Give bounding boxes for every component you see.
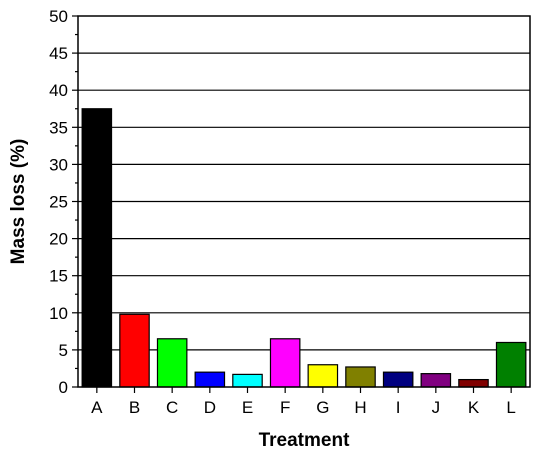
x-axis-title: Treatment: [259, 430, 350, 451]
bar-i: [382, 371, 414, 388]
bar-b: [119, 313, 150, 388]
bar-l: [495, 341, 527, 388]
x-tick-label: C: [166, 398, 178, 417]
y-tick-label: 20: [49, 230, 68, 249]
gridlines: [78, 52, 530, 351]
bar-j: [420, 373, 452, 388]
x-tick-label: H: [354, 398, 366, 417]
bar-g: [307, 364, 339, 388]
y-tick-label: 40: [49, 81, 68, 100]
y-tick-label: 0: [59, 378, 68, 397]
x-tick-label: E: [242, 398, 253, 417]
y-tick-label: 10: [49, 304, 68, 323]
y-tick-label: 50: [49, 7, 68, 26]
x-tick-label: F: [280, 398, 290, 417]
ticks: [72, 15, 512, 393]
x-tick-label: K: [468, 398, 480, 417]
bar-e: [232, 373, 263, 388]
bars: [81, 108, 527, 388]
x-tick-label: L: [506, 398, 515, 417]
y-tick-label: 35: [49, 118, 68, 137]
x-tick-labels: A B C D E F G H I J K L: [91, 398, 516, 417]
bar-a: [81, 108, 113, 388]
y-tick-label: 25: [49, 193, 68, 212]
y-axis-title: Mass loss (%): [8, 139, 29, 265]
y-tick-label: 30: [49, 155, 68, 174]
y-tick-labels: 0 5 10 15 20 25 30 35 40 45 50: [49, 7, 68, 397]
bar-c: [156, 338, 188, 388]
bar-d: [194, 371, 226, 388]
x-tick-label: D: [204, 398, 216, 417]
x-tick-label: I: [396, 398, 401, 417]
bar-k: [458, 378, 489, 388]
x-tick-label: J: [432, 398, 441, 417]
y-tick-label: 15: [49, 267, 68, 286]
x-tick-label: G: [316, 398, 329, 417]
y-tick-label: 45: [49, 44, 68, 63]
bar-f: [269, 338, 301, 388]
y-tick-label: 5: [59, 341, 68, 360]
x-tick-label: A: [91, 398, 103, 417]
bar-h: [345, 366, 376, 388]
x-tick-label: B: [129, 398, 140, 417]
